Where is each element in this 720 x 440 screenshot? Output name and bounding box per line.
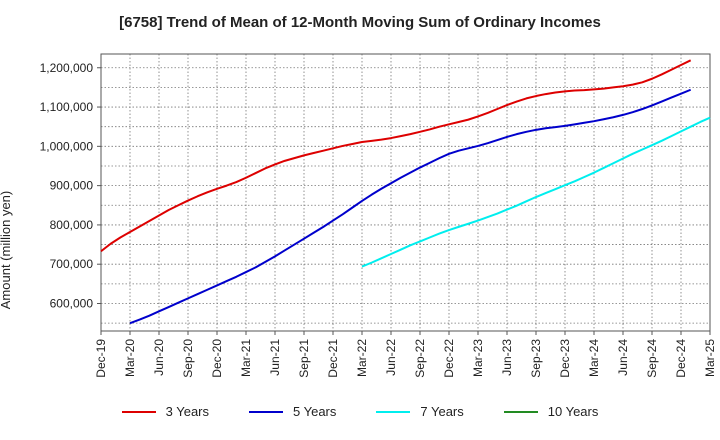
x-tick-label: Sep-20 — [181, 339, 195, 378]
x-tick-label: Dec-19 — [94, 339, 108, 378]
x-tick-label: Jun-23 — [500, 339, 514, 376]
x-tick-label: Jun-24 — [616, 339, 630, 376]
x-tick-label: Mar-24 — [587, 339, 601, 377]
x-tick-label: Sep-23 — [529, 339, 543, 378]
x-tick-label: Jun-21 — [268, 339, 282, 376]
y-tick-label: 800,000 — [50, 218, 94, 232]
legend-swatch — [249, 410, 283, 413]
y-tick-label: 600,000 — [50, 296, 94, 310]
x-tick-label: Jun-22 — [384, 339, 398, 376]
x-tick-label: Sep-22 — [413, 339, 427, 378]
series-lines — [100, 59, 711, 325]
legend-item-7-years: 7 Years — [376, 404, 464, 419]
y-tick-label: 700,000 — [50, 257, 94, 271]
legend-label: 10 Years — [547, 404, 599, 419]
series-line-7-years — [361, 116, 711, 268]
x-tick-label: Mar-22 — [355, 339, 369, 377]
legend-swatch — [121, 410, 156, 413]
x-tick-label: Dec-22 — [442, 339, 456, 378]
legend-item-10-years: 10 Years — [503, 404, 599, 419]
chart-title: [6758] Trend of Mean of 12-Month Moving … — [119, 14, 601, 31]
y-tick-label: 1,000,000 — [40, 139, 94, 153]
series-line-3-years — [100, 59, 692, 253]
x-tick-label: Mar-25 — [703, 339, 717, 377]
grid-lines — [101, 54, 710, 331]
legend: 3 Years 5 Years 7 Years 10 Years — [0, 404, 720, 419]
x-tick-label: Dec-20 — [210, 339, 224, 378]
x-tick-label: Mar-23 — [471, 339, 485, 377]
x-tick-label: Mar-21 — [239, 339, 253, 377]
x-tick-label: Dec-21 — [326, 339, 340, 378]
axes: Dec-19 Mar-20 Jun-20 Sep-20 Dec-20 Mar-21 Jun-… — [40, 53, 717, 378]
series-line-5-years — [129, 88, 692, 325]
legend-item-3-years: 3 Years — [121, 404, 209, 419]
x-tick-label: Sep-21 — [297, 339, 311, 378]
plot-frame — [100, 53, 711, 332]
x-tick-label: Dec-24 — [674, 339, 688, 378]
legend-item-5-years: 5 Years — [249, 404, 336, 419]
y-tick-label: 900,000 — [50, 179, 94, 193]
x-tick-label: Dec-23 — [558, 339, 572, 378]
x-tick-label: Mar-20 — [123, 339, 137, 377]
legend-swatch — [503, 410, 538, 413]
x-tick-label: Sep-24 — [645, 339, 659, 378]
legend-label: 5 Years — [293, 404, 337, 419]
legend-swatch — [376, 410, 411, 413]
y-tick-label: 1,100,000 — [40, 100, 94, 114]
x-tick-label: Jun-20 — [152, 339, 166, 376]
legend-label: 7 Years — [420, 404, 464, 419]
legend-label: 3 Years — [165, 404, 209, 419]
y-tick-label: 1,200,000 — [40, 61, 94, 75]
